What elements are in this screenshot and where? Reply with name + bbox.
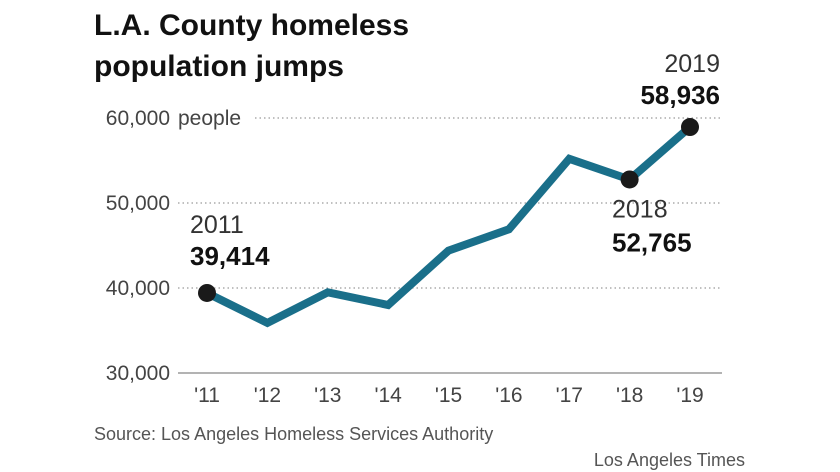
y-tick-label-40000: 40,000 xyxy=(106,277,170,300)
y-tick-label-50000: 50,000 xyxy=(106,192,170,215)
y-axis-tick-labels: 30,000 40,000 50,000 60,000 xyxy=(106,107,170,385)
chart-title-line-1: L.A. County homeless xyxy=(94,9,409,42)
x-tick-label-2014: '14 xyxy=(374,384,402,407)
series-polyline xyxy=(205,123,693,328)
highlight-markers xyxy=(198,118,699,302)
annotation-value-2011: 39,414 xyxy=(190,241,270,271)
annotation-year-2018: 2018 xyxy=(612,195,668,223)
chart-title-line-2: population jumps xyxy=(94,50,344,83)
source-note: Source: Los Angeles Homeless Services Au… xyxy=(94,424,493,444)
annotation-value-2018: 52,765 xyxy=(612,227,692,257)
x-tick-label-2012: '12 xyxy=(254,384,281,407)
x-tick-label-2016: '16 xyxy=(495,384,522,407)
annotation-value-2019: 58,936 xyxy=(640,80,720,110)
x-axis-tick-labels: '11 '12 '13 '14 '15 '16 '17 '18 '19 xyxy=(194,384,704,407)
marker-2011 xyxy=(198,283,216,302)
y-axis-unit-label: people xyxy=(178,107,241,130)
marker-2019 xyxy=(681,118,699,137)
x-tick-label-2018: '18 xyxy=(616,384,643,407)
y-tick-label-30000: 30,000 xyxy=(106,362,170,385)
y-tick-label-60000: 60,000 xyxy=(106,107,170,130)
marker-2018 xyxy=(620,170,639,189)
x-tick-label-2019: '19 xyxy=(676,384,703,407)
x-tick-label-2013: '13 xyxy=(314,384,341,407)
x-tick-label-2011: '11 xyxy=(194,384,220,407)
annotation-year-2011: 2011 xyxy=(190,211,244,239)
annotation-year-2019: 2019 xyxy=(664,50,720,78)
credit-line: Los Angeles Times xyxy=(594,450,745,470)
series-line xyxy=(205,123,693,328)
gridlines xyxy=(178,117,722,374)
x-tick-label-2017: '17 xyxy=(556,384,583,407)
x-tick-label-2015: '15 xyxy=(435,384,462,407)
